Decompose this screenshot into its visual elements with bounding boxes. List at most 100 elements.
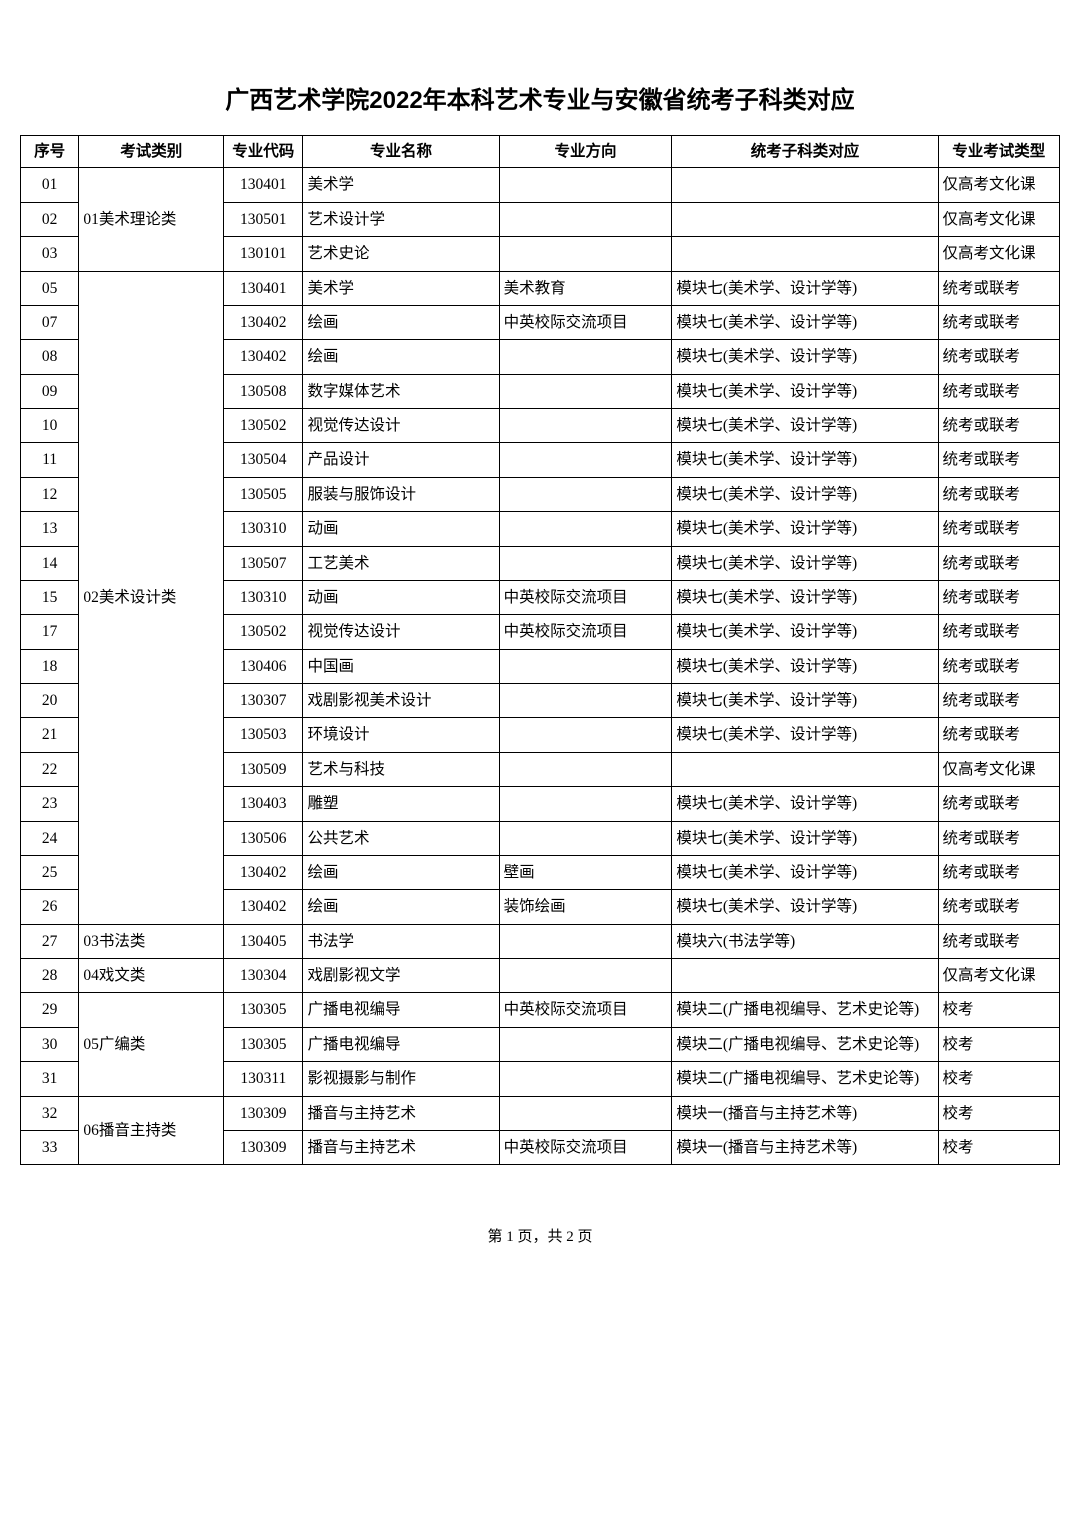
cell-code: 130406 xyxy=(224,649,303,683)
cell-mapping: 模块七(美术学、设计学等) xyxy=(672,718,938,752)
cell-seq: 05 xyxy=(21,271,79,305)
cell-examtype: 统考或联考 xyxy=(938,615,1059,649)
cell-seq: 25 xyxy=(21,855,79,889)
cell-mapping: 模块七(美术学、设计学等) xyxy=(672,787,938,821)
cell-seq: 03 xyxy=(21,237,79,271)
cell-examtype: 统考或联考 xyxy=(938,340,1059,374)
cell-seq: 31 xyxy=(21,1062,79,1096)
col-header-category: 考试类别 xyxy=(79,136,224,168)
cell-direction xyxy=(499,684,672,718)
cell-code: 130402 xyxy=(224,855,303,889)
cell-mapping: 模块七(美术学、设计学等) xyxy=(672,855,938,889)
cell-name: 广播电视编导 xyxy=(303,993,499,1027)
cell-seq: 14 xyxy=(21,546,79,580)
cell-code: 130506 xyxy=(224,821,303,855)
cell-examtype: 校考 xyxy=(938,1096,1059,1130)
cell-mapping: 模块七(美术学、设计学等) xyxy=(672,409,938,443)
cell-seq: 13 xyxy=(21,512,79,546)
cell-seq: 09 xyxy=(21,374,79,408)
cell-examtype: 仅高考文化课 xyxy=(938,168,1059,202)
cell-direction xyxy=(499,546,672,580)
cell-mapping xyxy=(672,959,938,993)
table-row: 2905广编类130305广播电视编导中英校际交流项目模块二(广播电视编导、艺术… xyxy=(21,993,1060,1027)
page-title: 广西艺术学院2022年本科艺术专业与安徽省统考子科类对应 xyxy=(20,80,1060,115)
cell-seq: 22 xyxy=(21,752,79,786)
cell-code: 130501 xyxy=(224,202,303,236)
cell-seq: 27 xyxy=(21,924,79,958)
cell-direction: 中英校际交流项目 xyxy=(499,305,672,339)
table-row: 0101美术理论类130401美术学仅高考文化课 xyxy=(21,168,1060,202)
cell-name: 艺术史论 xyxy=(303,237,499,271)
cell-seq: 20 xyxy=(21,684,79,718)
cell-mapping: 模块二(广播电视编导、艺术史论等) xyxy=(672,1062,938,1096)
cell-direction xyxy=(499,1062,672,1096)
cell-direction xyxy=(499,821,672,855)
cell-direction xyxy=(499,202,672,236)
cell-direction xyxy=(499,340,672,374)
cell-seq: 33 xyxy=(21,1130,79,1164)
cell-mapping: 模块七(美术学、设计学等) xyxy=(672,443,938,477)
cell-mapping xyxy=(672,168,938,202)
cell-direction xyxy=(499,374,672,408)
cell-examtype: 统考或联考 xyxy=(938,271,1059,305)
cell-examtype: 统考或联考 xyxy=(938,649,1059,683)
cell-direction xyxy=(499,718,672,752)
table-row: 3206播音主持类130309播音与主持艺术模块一(播音与主持艺术等)校考 xyxy=(21,1096,1060,1130)
cell-code: 130403 xyxy=(224,787,303,821)
cell-mapping xyxy=(672,752,938,786)
cell-mapping: 模块一(播音与主持艺术等) xyxy=(672,1130,938,1164)
cell-direction xyxy=(499,924,672,958)
cell-mapping: 模块七(美术学、设计学等) xyxy=(672,477,938,511)
cell-seq: 01 xyxy=(21,168,79,202)
cell-direction xyxy=(499,512,672,546)
cell-name: 播音与主持艺术 xyxy=(303,1096,499,1130)
cell-name: 艺术与科技 xyxy=(303,752,499,786)
cell-name: 绘画 xyxy=(303,305,499,339)
cell-mapping: 模块七(美术学、设计学等) xyxy=(672,271,938,305)
cell-code: 130310 xyxy=(224,580,303,614)
cell-name: 广播电视编导 xyxy=(303,1027,499,1061)
cell-seq: 12 xyxy=(21,477,79,511)
cell-code: 130311 xyxy=(224,1062,303,1096)
cell-name: 戏剧影视美术设计 xyxy=(303,684,499,718)
cell-examtype: 统考或联考 xyxy=(938,477,1059,511)
cell-mapping: 模块七(美术学、设计学等) xyxy=(672,305,938,339)
cell-code: 130507 xyxy=(224,546,303,580)
cell-name: 公共艺术 xyxy=(303,821,499,855)
cell-category: 02美术设计类 xyxy=(79,271,224,924)
cell-name: 工艺美术 xyxy=(303,546,499,580)
cell-code: 130309 xyxy=(224,1130,303,1164)
cell-mapping: 模块六(书法学等) xyxy=(672,924,938,958)
cell-examtype: 校考 xyxy=(938,1027,1059,1061)
cell-name: 数字媒体艺术 xyxy=(303,374,499,408)
cell-mapping: 模块七(美术学、设计学等) xyxy=(672,684,938,718)
cell-name: 艺术设计学 xyxy=(303,202,499,236)
cell-code: 130101 xyxy=(224,237,303,271)
cell-code: 130405 xyxy=(224,924,303,958)
cell-examtype: 仅高考文化课 xyxy=(938,959,1059,993)
cell-category: 04戏文类 xyxy=(79,959,224,993)
cell-name: 产品设计 xyxy=(303,443,499,477)
cell-direction xyxy=(499,237,672,271)
cell-name: 视觉传达设计 xyxy=(303,409,499,443)
cell-direction: 中英校际交流项目 xyxy=(499,1130,672,1164)
cell-examtype: 统考或联考 xyxy=(938,512,1059,546)
cell-name: 绘画 xyxy=(303,855,499,889)
cell-direction xyxy=(499,443,672,477)
cell-mapping: 模块七(美术学、设计学等) xyxy=(672,890,938,924)
cell-code: 130504 xyxy=(224,443,303,477)
cell-mapping: 模块二(广播电视编导、艺术史论等) xyxy=(672,993,938,1027)
cell-code: 130502 xyxy=(224,615,303,649)
cell-seq: 10 xyxy=(21,409,79,443)
cell-seq: 08 xyxy=(21,340,79,374)
cell-seq: 02 xyxy=(21,202,79,236)
col-header-seq: 序号 xyxy=(21,136,79,168)
cell-mapping: 模块七(美术学、设计学等) xyxy=(672,580,938,614)
cell-name: 影视摄影与制作 xyxy=(303,1062,499,1096)
cell-code: 130503 xyxy=(224,718,303,752)
cell-direction: 中英校际交流项目 xyxy=(499,580,672,614)
cell-examtype: 统考或联考 xyxy=(938,855,1059,889)
cell-code: 130508 xyxy=(224,374,303,408)
cell-examtype: 统考或联考 xyxy=(938,580,1059,614)
cell-name: 戏剧影视文学 xyxy=(303,959,499,993)
